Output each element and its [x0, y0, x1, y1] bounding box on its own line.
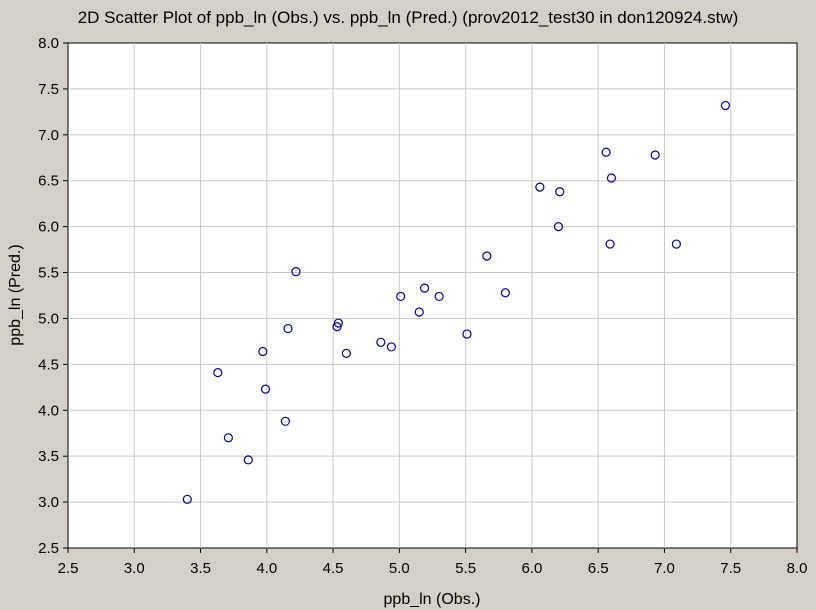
chart-title: 2D Scatter Plot of ppb_ln (Obs.) vs. ppb… [77, 8, 739, 27]
y-axis-title: ppb_ln (Pred.) [7, 244, 24, 345]
y-tick-label: 3.0 [38, 494, 59, 511]
y-tick-label: 4.0 [38, 402, 59, 419]
plot-area [67, 42, 798, 549]
data-point [260, 384, 271, 394]
y-tick-label: 5.0 [38, 310, 59, 327]
data-point [462, 329, 472, 339]
data-point [650, 150, 660, 160]
data-point [213, 368, 223, 378]
x-tick-label: 3.0 [124, 560, 145, 577]
data-point [386, 342, 397, 352]
data-points [182, 100, 731, 504]
x-axis-title: ppb_ln (Obs.) [384, 591, 481, 608]
data-point [414, 307, 424, 317]
y-tick-label: 7.0 [38, 127, 59, 144]
axis-ticks: 2.5 3.0 3.5 4.0 4.5 5.0 5.5 6.0 6.5 7.0 7.5 8.0 2.5 3… [38, 35, 807, 577]
x-tick-label: 2.5 [58, 560, 79, 577]
x-tick-label: 6.0 [521, 560, 542, 577]
x-tick-label: 6.5 [588, 560, 609, 577]
data-point [333, 318, 343, 328]
data-point [434, 291, 444, 302]
data-point [182, 494, 192, 504]
data-point [555, 187, 565, 197]
y-tick-label: 7.5 [38, 81, 59, 98]
data-point [376, 337, 386, 347]
x-tick-label: 7.5 [720, 560, 741, 577]
data-point [720, 100, 731, 111]
y-tick-label: 4.5 [38, 356, 59, 373]
x-tick-label: 5.5 [455, 560, 476, 577]
data-point [671, 239, 681, 249]
x-tick-label: 7.0 [654, 560, 675, 577]
data-point [500, 288, 510, 298]
data-point [553, 222, 564, 232]
data-point [243, 455, 253, 465]
data-point [258, 346, 268, 357]
y-tick-label: 6.0 [38, 219, 59, 236]
data-point [601, 147, 611, 157]
data-point [283, 323, 293, 334]
y-tick-label: 8.0 [38, 35, 59, 52]
data-point [605, 239, 615, 249]
y-tick-label: 5.5 [38, 265, 59, 282]
data-point [280, 416, 290, 426]
x-tick-label: 3.5 [190, 560, 211, 577]
y-tick-label: 3.5 [38, 448, 59, 465]
y-tick-label: 6.5 [38, 173, 59, 190]
x-tick-label: 4.5 [323, 560, 344, 577]
data-point [606, 173, 617, 183]
y-tick-label: 2.5 [38, 540, 59, 557]
grid-lines [68, 43, 797, 548]
data-point [482, 251, 492, 261]
data-point [419, 283, 430, 293]
x-tick-label: 4.0 [256, 560, 277, 577]
x-tick-label: 8.0 [787, 560, 808, 577]
data-point [291, 267, 301, 277]
data-point [535, 182, 545, 192]
x-tick-label: 5.0 [389, 560, 410, 577]
data-point [223, 433, 233, 443]
data-point [341, 348, 351, 358]
data-point [396, 291, 406, 302]
